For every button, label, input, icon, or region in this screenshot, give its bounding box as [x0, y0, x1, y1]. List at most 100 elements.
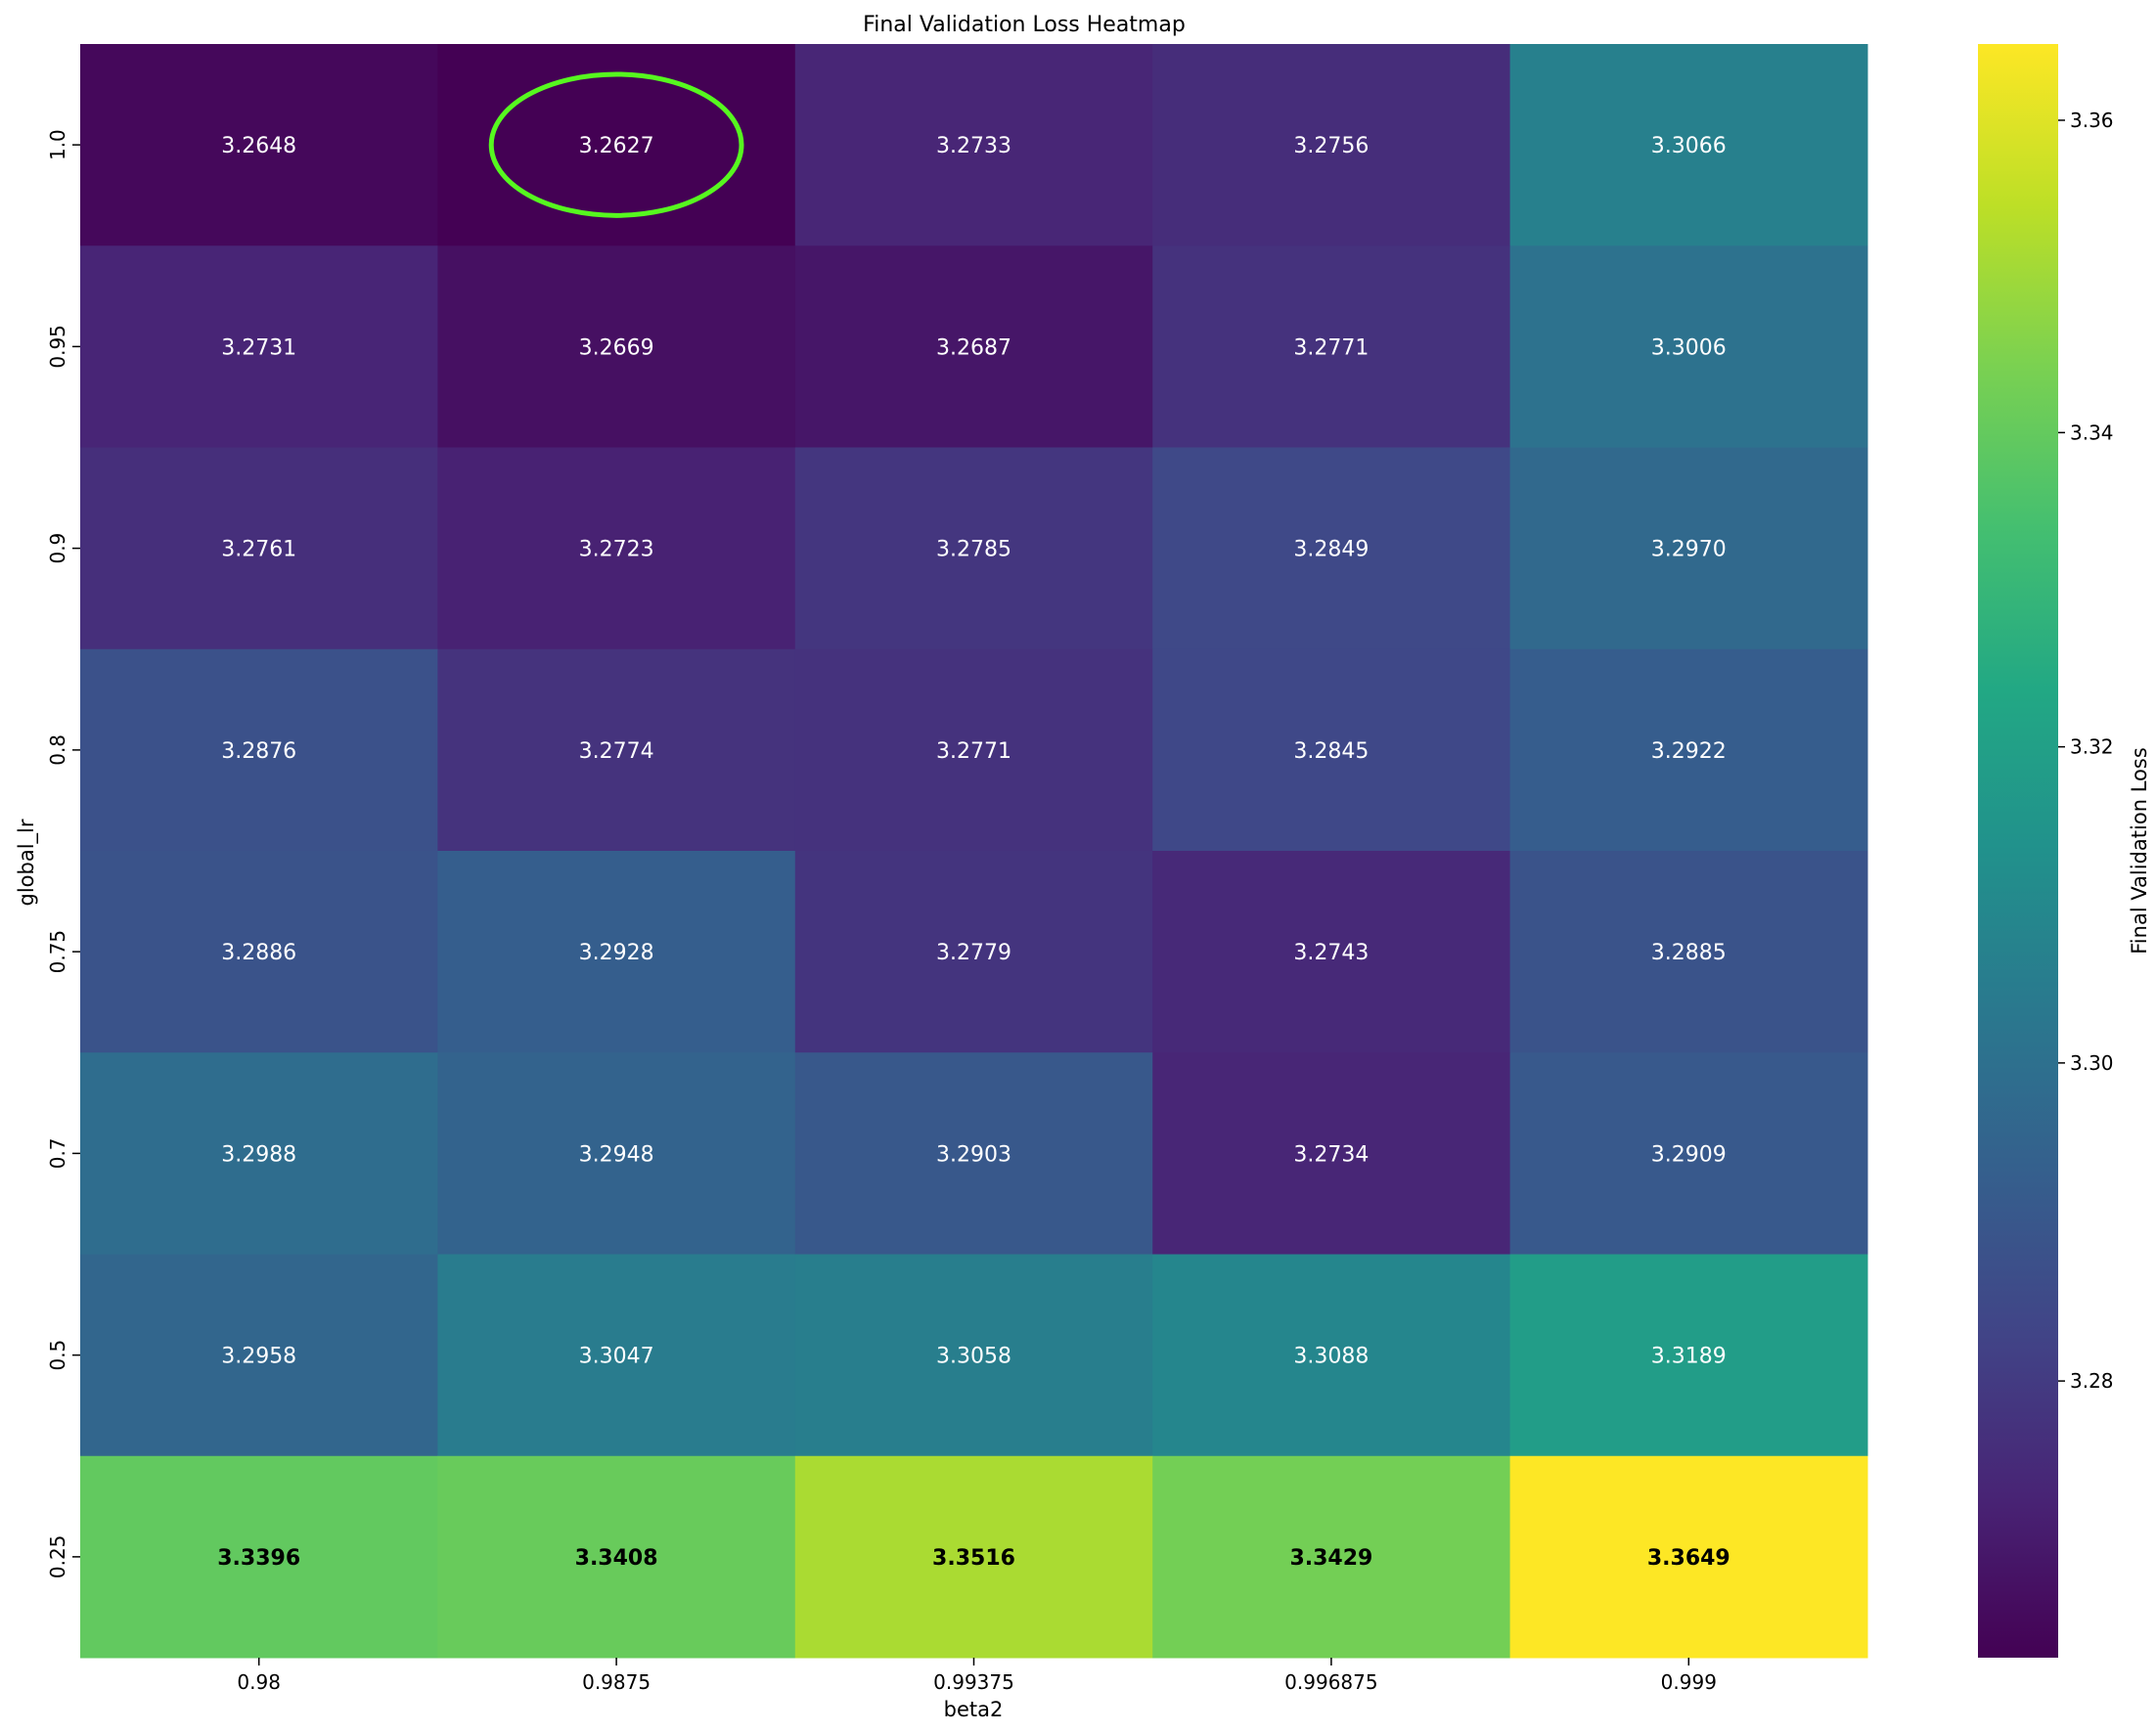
heatmap-cell: [1509, 648, 1868, 852]
colorbar-tick-label: 3.36: [2070, 109, 2114, 132]
x-axis-ticks: 0.98 0.9875 0.99375 0.996875 0.999: [237, 1658, 1717, 1694]
y-tick-label: 0.95: [46, 325, 69, 369]
heatmap-cell: [794, 1254, 1153, 1457]
heatmap-cell: [437, 1052, 796, 1255]
cell-value-label: 3.3006: [1651, 335, 1727, 360]
cell-value-label: 3.2785: [936, 538, 1011, 562]
cell-value-label: 3.2627: [579, 134, 654, 158]
heatmap-cell: [1152, 1254, 1511, 1457]
heatmap-cell: [1152, 1052, 1511, 1255]
heatmap-cell-labels: 3.2648 3.2627 3.2733 3.2756 3.3066 3.2731 3.26…: [217, 134, 1730, 1571]
y-tick-label: 0.9: [46, 533, 69, 564]
heatmap-cell: [1152, 245, 1511, 448]
heatmap-cell: [80, 447, 438, 650]
cell-value-label: 3.3088: [1293, 1345, 1369, 1369]
cell-value-label: 3.2771: [936, 739, 1011, 764]
heatmap-cells: [80, 44, 1868, 1659]
heatmap-cell: [794, 245, 1153, 448]
y-tick-label: 0.5: [46, 1340, 69, 1371]
heatmap-cell: [1509, 1254, 1868, 1457]
colorbar: [1978, 44, 2058, 1658]
heatmap-cell: [1152, 851, 1511, 1053]
cell-value-label: 3.2648: [221, 134, 296, 158]
heatmap-cell: [794, 447, 1153, 650]
y-axis-label: global_lr: [15, 819, 39, 906]
cell-value-label: 3.2761: [221, 538, 296, 562]
heatmap-cell: [794, 851, 1153, 1053]
heatmap-cell: [80, 44, 438, 246]
heatmap-cell: [1509, 447, 1868, 650]
cell-value-label: 3.3429: [1289, 1546, 1372, 1571]
cell-value-label: 3.3066: [1651, 134, 1727, 158]
cell-value-label: 3.2734: [1293, 1142, 1369, 1167]
cell-value-label: 3.3516: [932, 1546, 1015, 1571]
cell-value-label: 3.3396: [217, 1546, 300, 1571]
colorbar-tick-label: 3.28: [2070, 1369, 2114, 1393]
x-tick-label: 0.999: [1661, 1670, 1717, 1694]
cell-value-label: 3.3189: [1651, 1345, 1727, 1369]
x-tick-label: 0.98: [237, 1670, 281, 1694]
colorbar-label: Final Validation Loss: [2128, 747, 2151, 955]
cell-value-label: 3.2885: [1651, 941, 1727, 965]
heatmap-cell: [1152, 1455, 1511, 1659]
heatmap-cell: [1509, 1052, 1868, 1255]
heatmap-cell: [794, 44, 1153, 246]
cell-value-label: 3.2756: [1293, 134, 1369, 158]
cell-value-label: 3.2779: [936, 941, 1011, 965]
heatmap-cell: [80, 245, 438, 448]
cell-value-label: 3.2771: [1293, 335, 1369, 360]
cell-value-label: 3.3047: [579, 1345, 654, 1369]
heatmap-cell: [437, 1455, 796, 1659]
cell-value-label: 3.2687: [936, 335, 1011, 360]
heatmap-cell: [437, 1254, 796, 1457]
colorbar-tick-label: 3.32: [2070, 735, 2114, 759]
cell-value-label: 3.2886: [221, 941, 296, 965]
x-axis-label: beta2: [944, 1698, 1004, 1721]
y-tick-label: 1.0: [46, 129, 69, 160]
heatmap-cell: [437, 245, 796, 448]
cell-value-label: 3.3408: [575, 1546, 658, 1571]
heatmap-cell: [80, 1052, 438, 1255]
x-tick-label: 0.996875: [1284, 1670, 1377, 1694]
cell-value-label: 3.2849: [1293, 538, 1369, 562]
cell-value-label: 3.2669: [579, 335, 654, 360]
y-tick-label: 0.8: [46, 734, 69, 766]
heatmap-cell: [437, 648, 796, 852]
best-cell-highlight: [488, 71, 744, 218]
cell-value-label: 3.2876: [221, 739, 296, 764]
y-tick-label: 0.7: [46, 1137, 69, 1169]
cell-value-label: 3.3649: [1647, 1546, 1730, 1571]
highlight-ellipse: [488, 71, 744, 218]
heatmap-cell: [80, 1254, 438, 1457]
y-tick-label: 0.25: [46, 1535, 69, 1579]
heatmap-cell: [437, 851, 796, 1053]
heatmap-cell: [1509, 851, 1868, 1053]
chart-title: Final Validation Loss Heatmap: [863, 13, 1186, 37]
cell-value-label: 3.2970: [1651, 538, 1727, 562]
cell-value-label: 3.2731: [221, 335, 296, 360]
heatmap-cell: [80, 851, 438, 1053]
heatmap-cell: [794, 648, 1153, 852]
heatmap-cell: [1152, 648, 1511, 852]
heatmap-cell: [1509, 245, 1868, 448]
cell-value-label: 3.2948: [579, 1142, 654, 1167]
heatmap-cell: [794, 1455, 1153, 1659]
y-tick-label: 0.75: [46, 930, 69, 974]
heatmap-cell: [1509, 44, 1868, 246]
cell-value-label: 3.2723: [579, 538, 654, 562]
heatmap-cell: [1152, 44, 1511, 246]
cell-value-label: 3.2733: [936, 134, 1011, 158]
cell-value-label: 3.2903: [936, 1142, 1011, 1167]
x-tick-label: 0.9875: [582, 1670, 651, 1694]
heatmap-cell: [1152, 447, 1511, 650]
heatmap-cell: [437, 447, 796, 650]
heatmap-cell: [80, 648, 438, 852]
y-axis-ticks: 1.0 0.95 0.9 0.8 0.75 0.7 0.5 0.25: [46, 129, 80, 1578]
heatmap-cell: [80, 1455, 438, 1659]
cell-value-label: 3.2958: [221, 1345, 296, 1369]
heatmap-cell: [1509, 1455, 1868, 1659]
colorbar-tick-label: 3.30: [2070, 1051, 2114, 1075]
colorbar-tick-label: 3.34: [2070, 421, 2114, 444]
heatmap-cell: [794, 1052, 1153, 1255]
